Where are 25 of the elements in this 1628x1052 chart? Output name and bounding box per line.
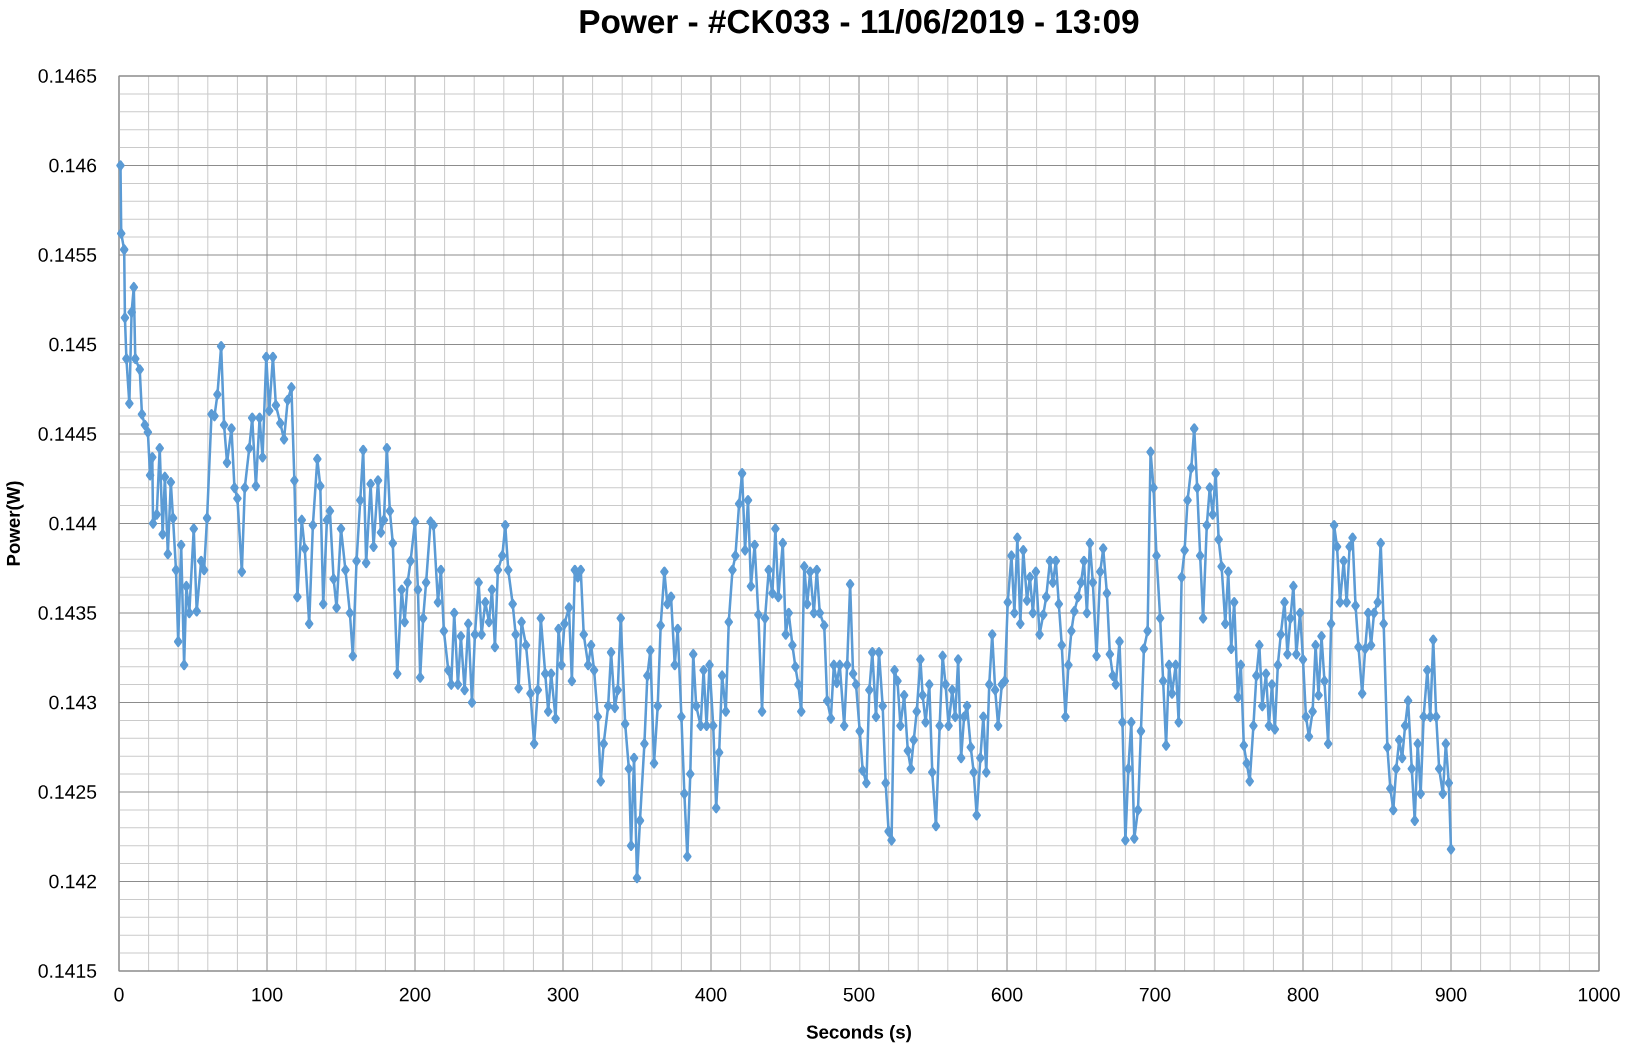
y-tick-label: 0.1455 xyxy=(38,248,97,262)
x-tick-label: 500 xyxy=(843,987,875,1002)
y-tick-label: 0.1445 xyxy=(38,427,97,441)
x-tick-label: 1000 xyxy=(1578,987,1620,1002)
x-tick-label: 100 xyxy=(252,987,283,1002)
x-tick-label: 900 xyxy=(1435,987,1467,1002)
y-tick-label: 0.1425 xyxy=(38,785,97,799)
chart-title: Power - #CK033 - 11/06/2019 - 13:09 xyxy=(580,8,1139,34)
x-tick-label: 700 xyxy=(1139,987,1171,1002)
x-tick-label: 0 xyxy=(114,987,124,1002)
x-tick-label: 600 xyxy=(991,987,1023,1002)
y-tick-label: 0.143 xyxy=(49,695,97,710)
y-tick-label: 0.1465 xyxy=(38,69,97,83)
x-tick-label: 300 xyxy=(547,987,579,1002)
y-tick-label: 0.142 xyxy=(49,874,96,889)
x-tick-label: 200 xyxy=(399,987,431,1002)
y-tick-label: 0.144 xyxy=(49,516,97,531)
x-tick-label: 400 xyxy=(695,987,727,1002)
y-axis-title: Power(W) xyxy=(6,481,24,566)
y-tick-label: 0.146 xyxy=(49,158,97,173)
y-tick-label: 0.145 xyxy=(49,337,97,352)
x-axis-title: Seconds (s) xyxy=(806,1024,911,1043)
x-tick-label: 800 xyxy=(1287,987,1319,1002)
y-tick-label: 0.1415 xyxy=(38,964,97,978)
y-tick-label: 0.1435 xyxy=(38,606,97,620)
